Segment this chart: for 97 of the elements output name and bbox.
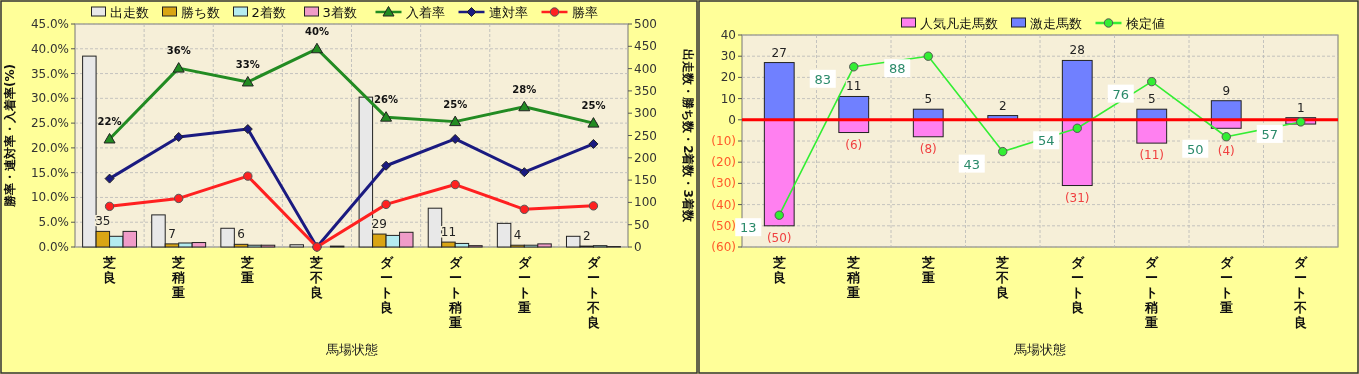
y2-tick-label: 200 [634, 150, 657, 165]
legend-label: 3着数 [322, 5, 357, 20]
data-label: 54 [1037, 133, 1055, 149]
legend-label: 勝ち数 [180, 5, 220, 20]
x-tick-label: 芝良 [771, 255, 786, 285]
data-label: 4 [513, 228, 522, 243]
x-tick-label: 芝稍重 [171, 255, 186, 300]
data-label: (11) [1139, 148, 1165, 163]
legend-label: 勝率 [571, 5, 598, 20]
data-label: 76 [1112, 86, 1130, 102]
data-label: (8) [919, 141, 937, 156]
data-label: 5 [1147, 92, 1156, 107]
data-label: 22% [97, 115, 122, 127]
data-label: 11 [846, 79, 862, 94]
x-tick-label: 芝稍重 [846, 255, 861, 300]
data-label: (31) [1064, 190, 1090, 205]
y-tick-label: (60) [711, 240, 736, 254]
y-tick-label: (20) [711, 155, 736, 170]
y2-tick-label: 250 [634, 128, 657, 143]
x-tick-label: 芝重 [920, 255, 935, 285]
x-axis-title: 馬場状態 [1013, 342, 1066, 357]
data-label: 5 [924, 92, 933, 107]
data-label: 27 [771, 45, 787, 60]
y2-tick-label: 150 [634, 173, 657, 188]
y-tick-label: 20.0% [30, 140, 69, 155]
data-label: 28% [512, 83, 537, 95]
y2-tick-label: 100 [634, 195, 657, 210]
x-tick-label: ダート良 [379, 255, 394, 315]
legend-label: 出走数 [109, 5, 149, 20]
y-tick-label: (40) [711, 197, 736, 212]
data-label: 9 [1222, 83, 1231, 98]
x-tick-label: 芝重 [240, 255, 255, 285]
x-tick-label: ダート良 [1070, 255, 1085, 315]
y-tick-label: 20 [720, 70, 736, 85]
y2-tick-label: 350 [634, 83, 657, 98]
data-label: 26% [374, 94, 399, 106]
x-tick-label: ダート不良 [1293, 255, 1309, 330]
y2-tick-label: 50 [634, 217, 650, 232]
legend-label: 2着数 [251, 5, 286, 20]
y-tick-label: 40 [720, 28, 736, 42]
data-label: 40% [304, 25, 329, 37]
y-tick-label: 35.0% [30, 66, 69, 81]
data-label: (4) [1217, 143, 1235, 158]
y2-axis-title: 出走数・勝ち数・2着数・3着数 [681, 49, 695, 223]
legend-label: 激走馬数 [1029, 16, 1082, 31]
x-tick-label: 芝良 [102, 255, 117, 285]
y-axis-title: 勝率・連対率・入着率(%) [3, 64, 17, 208]
data-label: 2 [582, 229, 591, 244]
y-tick-label: 5.0% [38, 215, 69, 230]
data-label: 36% [166, 45, 191, 57]
data-label: 88 [888, 61, 906, 77]
data-label: 57 [1261, 126, 1279, 142]
y-tick-label: (30) [711, 176, 736, 191]
data-label: 2 [998, 98, 1007, 113]
legend-label: 入着率 [405, 5, 445, 20]
data-label: 43 [963, 156, 981, 172]
data-label: (50) [766, 230, 792, 245]
y-tick-label: 10 [720, 91, 736, 106]
x-axis-title: 馬場状態 [324, 342, 378, 357]
y-tick-label: 0.0% [38, 240, 69, 254]
y-tick-label: 30.0% [30, 91, 69, 106]
data-label: 13 [739, 220, 757, 236]
y-tick-label: 10.0% [30, 190, 69, 205]
y-tick-label: 25.0% [30, 116, 69, 131]
y2-tick-label: 500 [634, 17, 657, 31]
legend-label: 連対率 [488, 5, 528, 20]
y-tick-label: (50) [711, 218, 736, 233]
y-tick-label: 30 [720, 49, 736, 64]
y2-tick-label: 0 [634, 240, 642, 254]
y-tick-label: (10) [711, 134, 736, 148]
y-tick-label: 0 [728, 112, 736, 127]
y2-tick-label: 400 [634, 61, 657, 76]
data-label: 11 [440, 225, 457, 240]
data-label: 83 [814, 71, 832, 87]
data-label: (6) [845, 137, 863, 152]
data-label: 25% [443, 98, 468, 110]
legend-label: 検定値 [1125, 16, 1165, 31]
data-label: 7 [168, 226, 176, 241]
data-label: 50 [1186, 141, 1204, 157]
x-tick-label: 芝不良 [995, 255, 1010, 300]
y-tick-label: 15.0% [30, 165, 69, 180]
legend-label: 人気凡走馬数 [919, 16, 998, 31]
y-tick-label: 45.0% [30, 17, 69, 31]
y-tick-label: 40.0% [30, 41, 69, 56]
x-tick-label: ダート重 [516, 255, 532, 315]
data-label: 25% [581, 100, 606, 112]
data-label: 1 [1296, 100, 1305, 115]
x-tick-label: ダート稍重 [1144, 255, 1160, 330]
x-tick-label: ダート稍重 [447, 255, 463, 330]
x-tick-label: ダート不良 [585, 255, 601, 330]
x-tick-label: 芝不良 [309, 255, 324, 300]
data-label: 33% [235, 58, 260, 70]
y2-tick-label: 300 [634, 106, 657, 121]
data-label: 6 [237, 227, 245, 242]
data-label: 28 [1069, 43, 1085, 58]
x-tick-label: ダート重 [1218, 255, 1234, 315]
y2-tick-label: 450 [634, 39, 657, 54]
